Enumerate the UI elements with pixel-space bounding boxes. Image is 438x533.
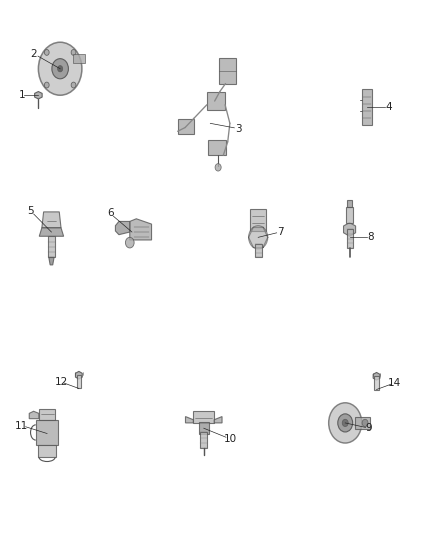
Bar [38, 445, 56, 457]
Text: 5: 5 [27, 206, 34, 216]
Bar [193, 411, 214, 423]
Circle shape [328, 403, 362, 443]
Text: 1: 1 [18, 90, 25, 100]
Polygon shape [355, 417, 370, 429]
Polygon shape [130, 219, 152, 240]
Circle shape [71, 50, 76, 55]
Circle shape [338, 414, 353, 432]
Bar [347, 200, 352, 207]
Polygon shape [49, 257, 54, 265]
Circle shape [125, 237, 134, 248]
Bar [374, 376, 379, 390]
Circle shape [215, 164, 221, 171]
Text: 11: 11 [15, 421, 28, 431]
Circle shape [362, 419, 368, 426]
Text: 10: 10 [223, 434, 237, 444]
Bar [199, 422, 208, 433]
Polygon shape [35, 92, 42, 99]
Text: 7: 7 [277, 227, 283, 237]
Bar [219, 58, 237, 84]
Polygon shape [29, 411, 39, 419]
Circle shape [44, 82, 49, 88]
Text: 6: 6 [107, 208, 113, 219]
Circle shape [39, 42, 82, 95]
Circle shape [249, 225, 268, 249]
Circle shape [342, 419, 348, 426]
Bar [178, 119, 194, 134]
Polygon shape [214, 417, 222, 423]
Bar [362, 90, 372, 125]
Polygon shape [75, 372, 82, 379]
Circle shape [71, 82, 76, 88]
Text: 14: 14 [387, 378, 401, 388]
Bar [47, 236, 55, 257]
Polygon shape [42, 212, 61, 228]
Text: 3: 3 [235, 124, 242, 134]
Polygon shape [116, 221, 130, 235]
Text: 2: 2 [31, 49, 37, 59]
Bar [39, 409, 55, 420]
Bar [36, 419, 58, 445]
Bar [207, 92, 225, 110]
Text: 8: 8 [367, 232, 374, 243]
Text: 4: 4 [385, 102, 392, 112]
Circle shape [57, 66, 63, 72]
Bar [251, 209, 266, 231]
Circle shape [44, 50, 49, 55]
Polygon shape [343, 223, 356, 236]
Bar [346, 207, 353, 223]
Polygon shape [373, 373, 380, 380]
Bar [200, 432, 207, 448]
Polygon shape [185, 417, 193, 423]
Bar [254, 244, 261, 257]
Bar [77, 375, 81, 389]
Text: 12: 12 [55, 377, 68, 387]
Text: 9: 9 [366, 423, 372, 433]
Polygon shape [39, 228, 64, 236]
Bar [73, 54, 85, 63]
Circle shape [52, 59, 68, 79]
Bar [208, 140, 226, 155]
Bar [346, 229, 353, 248]
